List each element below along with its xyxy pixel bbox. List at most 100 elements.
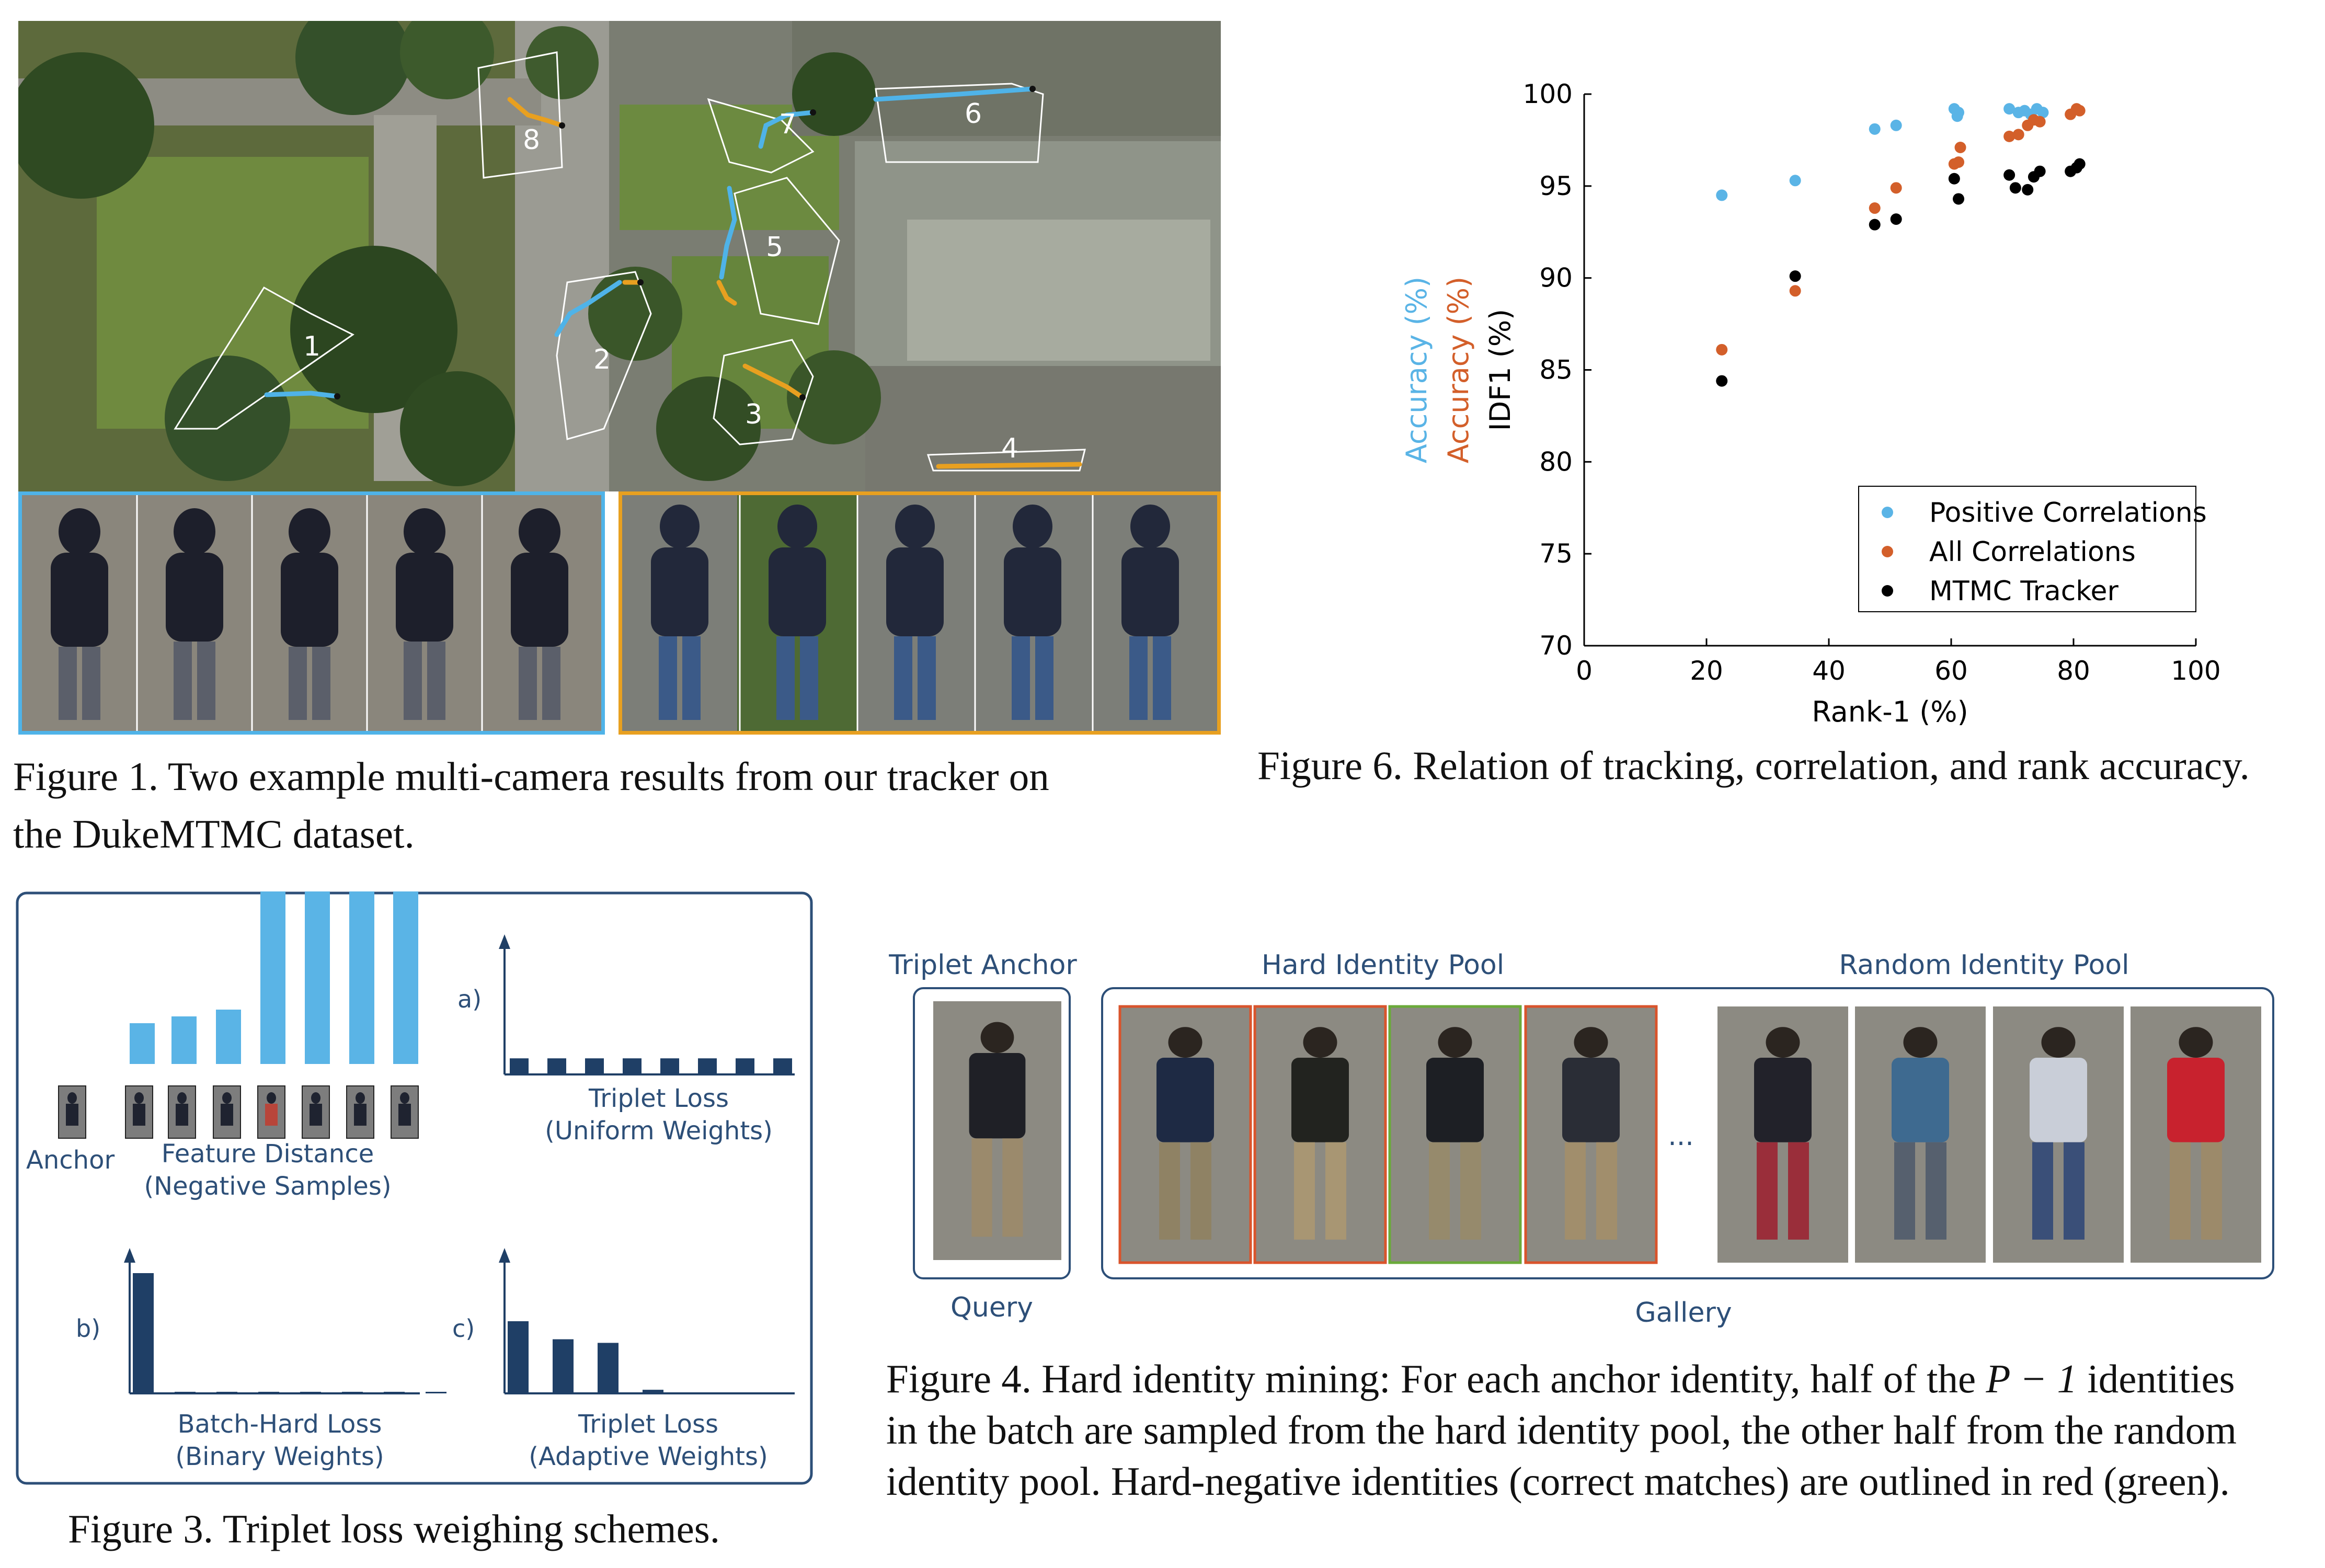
person-head bbox=[1303, 1027, 1337, 1058]
y-axis-label-part: Accuracy (%) bbox=[1442, 277, 1475, 463]
camera-label-2: 2 bbox=[593, 344, 611, 375]
thumbnail-figure bbox=[177, 1092, 187, 1104]
weight-bar bbox=[698, 1058, 717, 1074]
person-leg bbox=[2064, 1142, 2085, 1240]
y-axis-label-part: IDF1 (%) bbox=[1484, 309, 1517, 431]
data-point bbox=[1789, 270, 1801, 282]
x-tick-label: 0 bbox=[1576, 656, 1593, 686]
weight-bar bbox=[585, 1058, 604, 1074]
person-jacket bbox=[969, 1053, 1026, 1139]
weight-bar bbox=[258, 1392, 279, 1393]
person-jacket bbox=[1426, 1058, 1484, 1142]
x-tick-label: 60 bbox=[1934, 656, 1968, 686]
person-leg bbox=[1002, 1138, 1023, 1237]
person-leg bbox=[2032, 1142, 2053, 1240]
x-tick-label: 20 bbox=[1690, 656, 1723, 686]
data-point bbox=[1789, 175, 1801, 187]
camera-label-5: 5 bbox=[766, 232, 783, 263]
data-point bbox=[2034, 165, 2046, 177]
panel-axis-arrow bbox=[499, 1248, 510, 1263]
weight-bar bbox=[598, 1343, 619, 1393]
x-axis-label: Rank-1 (%) bbox=[1812, 695, 1968, 728]
weight-bar bbox=[660, 1058, 679, 1074]
weight-bar bbox=[133, 1273, 154, 1393]
data-point bbox=[2003, 130, 2015, 142]
data-point bbox=[2003, 169, 2015, 181]
camera-label-1: 1 bbox=[303, 331, 320, 362]
thumbnail-figure bbox=[134, 1092, 144, 1104]
camera-label-8: 8 bbox=[523, 124, 540, 156]
person-leg bbox=[971, 1138, 992, 1237]
feature-distance-sublabel: (Negative Samples) bbox=[144, 1172, 391, 1201]
feature-distance-bar bbox=[171, 1016, 197, 1064]
person-leg bbox=[1429, 1142, 1450, 1240]
data-point bbox=[2034, 116, 2046, 128]
person-leg bbox=[1788, 1142, 1809, 1240]
y-tick-label: 95 bbox=[1539, 171, 1573, 201]
data-point bbox=[1948, 173, 1960, 185]
weight-bar bbox=[300, 1392, 321, 1393]
gallery-ellipsis: ... bbox=[1668, 1120, 1694, 1152]
feature-distance-label: Feature Distance bbox=[162, 1139, 374, 1169]
data-point bbox=[1890, 119, 1902, 131]
data-point bbox=[2074, 158, 2086, 170]
data-point bbox=[2022, 184, 2034, 196]
anchor-label: Anchor bbox=[26, 1146, 114, 1175]
legend-label: MTMC Tracker bbox=[1929, 576, 2119, 607]
person-head bbox=[2041, 1027, 2076, 1058]
data-point bbox=[1890, 213, 1902, 225]
figure-1-caption: Figure 1. Two example multi-camera resul… bbox=[13, 748, 1231, 863]
thumbnail-figure bbox=[354, 1104, 366, 1126]
person-leg bbox=[1294, 1142, 1315, 1240]
weight-bar bbox=[508, 1321, 529, 1393]
person-leg bbox=[2201, 1142, 2222, 1240]
figure-4-caption-line2: in the batch are sampled from the hard i… bbox=[886, 1407, 2237, 1452]
legend-marker bbox=[1882, 546, 1893, 557]
thumbnail-figure bbox=[66, 1104, 78, 1126]
weight-bar bbox=[216, 1392, 237, 1393]
weight-bar bbox=[773, 1058, 792, 1074]
data-point bbox=[1789, 285, 1801, 297]
thumbnail-figure bbox=[400, 1092, 409, 1104]
blue-person-strip bbox=[18, 491, 605, 735]
caption-math: P − 1 bbox=[1986, 1356, 2078, 1401]
person-head bbox=[1438, 1027, 1472, 1058]
panel-a-letter: a) bbox=[457, 985, 482, 1013]
query-box bbox=[913, 987, 1071, 1279]
person-head bbox=[1903, 1027, 1938, 1058]
y-axis-label-part: Accuracy (%) bbox=[1400, 277, 1433, 463]
legend-marker bbox=[1882, 585, 1893, 597]
random-pool-label: Random Identity Pool bbox=[1839, 949, 2129, 981]
data-point bbox=[1953, 156, 1965, 168]
camera-label-7: 7 bbox=[779, 109, 796, 140]
thumbnail-figure bbox=[265, 1104, 278, 1126]
panel-b-letter: b) bbox=[76, 1314, 100, 1343]
panel-axis-arrow bbox=[499, 934, 510, 949]
data-point bbox=[2074, 105, 2086, 117]
data-point bbox=[1869, 202, 1881, 214]
figure-1: 1 2 3 4 5 6 7 8 bbox=[18, 21, 1221, 742]
camera-label-4: 4 bbox=[1001, 433, 1018, 464]
person-jacket bbox=[2030, 1058, 2087, 1142]
y-tick-label: 75 bbox=[1539, 539, 1573, 569]
thumbnail-figure bbox=[267, 1092, 276, 1104]
person-jacket bbox=[1291, 1058, 1349, 1142]
panel-axis-arrow bbox=[124, 1248, 135, 1263]
weight-bar bbox=[736, 1058, 754, 1074]
person-leg bbox=[1757, 1142, 1778, 1240]
thumbnail-figure bbox=[222, 1092, 232, 1104]
hard-pool-label: Hard Identity Pool bbox=[1262, 949, 1504, 981]
data-point bbox=[1953, 107, 1965, 119]
x-tick-label: 100 bbox=[2171, 656, 2220, 686]
data-point bbox=[2012, 129, 2024, 141]
figure-3-diagram: Anchor Feature Distance (Negative Sample… bbox=[16, 891, 813, 1485]
person-leg bbox=[1460, 1142, 1481, 1240]
feature-distance-bar bbox=[349, 891, 374, 1064]
thumbnail-figure bbox=[221, 1104, 233, 1126]
data-point bbox=[1716, 189, 1728, 201]
figure-4-diagram: Triplet Anchor Hard Identity Pool Random… bbox=[889, 949, 2274, 1329]
person-leg bbox=[1565, 1142, 1586, 1240]
thumbnail-figure bbox=[356, 1092, 365, 1104]
feature-distance-bar bbox=[216, 1010, 241, 1064]
weight-bar bbox=[643, 1390, 663, 1393]
